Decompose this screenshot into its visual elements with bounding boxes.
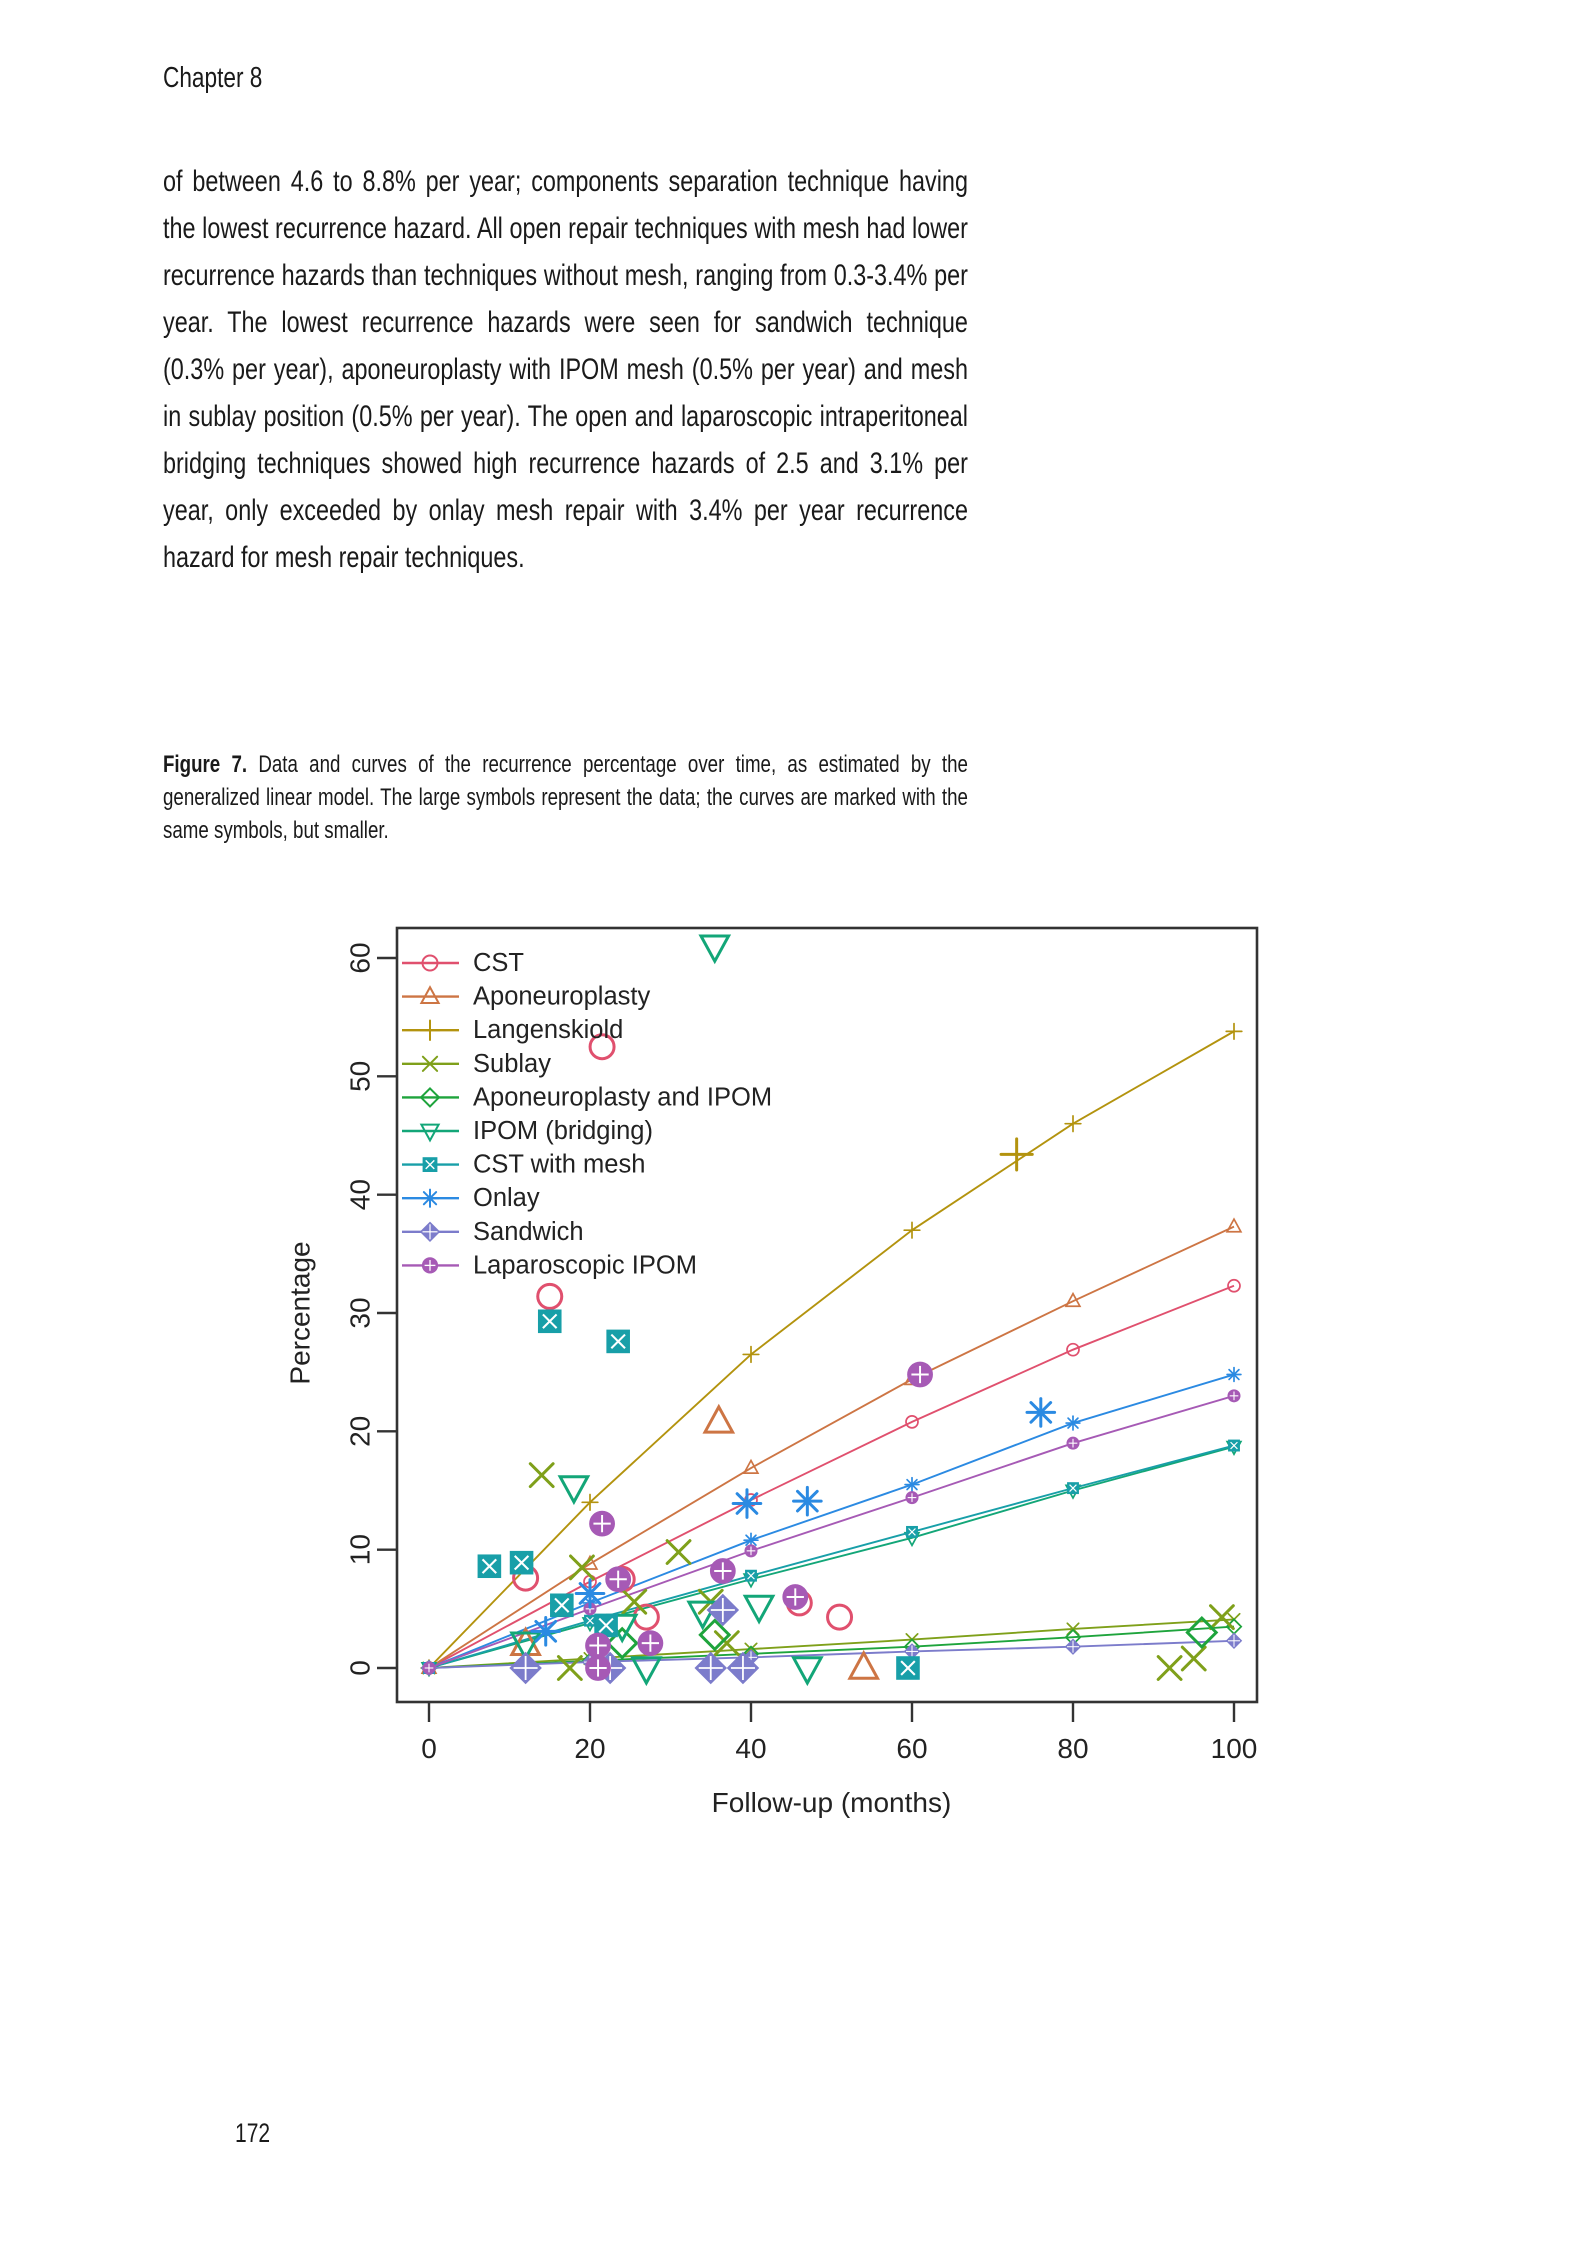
y-tick-label: 20 bbox=[345, 1416, 376, 1447]
legend-label: Sublay bbox=[473, 1050, 551, 1078]
y-axis-title: Percentage bbox=[285, 1241, 316, 1384]
data-aponeuroplasty bbox=[509, 1403, 881, 1680]
data-cst-with-mesh bbox=[477, 1309, 920, 1680]
legend-label: Aponeuroplasty bbox=[473, 983, 650, 1011]
y-tick-label: 10 bbox=[345, 1534, 376, 1565]
chapter-header: Chapter 8 bbox=[163, 62, 263, 94]
data-laparoscopic-ipom bbox=[585, 1361, 933, 1681]
legend-item-langenskiold: Langenskiold bbox=[402, 1016, 623, 1044]
legend-label: IPOM (bridging) bbox=[473, 1117, 653, 1145]
x-tick-label: 0 bbox=[421, 1733, 437, 1764]
figure7-chart: 0 20 40 60 80 100 Follow-up (months) 0 10 20 30 40 5… bbox=[285, 926, 1259, 1818]
legend-item-aponeuroplasty-and-ipom: Aponeuroplasty and IPOM bbox=[402, 1083, 772, 1111]
legend-label: CST bbox=[473, 949, 524, 977]
legend-item-cst-with-mesh: CST with mesh bbox=[402, 1151, 645, 1179]
page-number: 172 bbox=[235, 2118, 271, 2148]
legend-label: Aponeuroplasty and IPOM bbox=[473, 1083, 772, 1111]
legend-item-ipom-bridging-: IPOM (bridging) bbox=[402, 1117, 653, 1145]
data-onlay bbox=[530, 1397, 1057, 1647]
legend-item-onlay: Onlay bbox=[402, 1184, 540, 1212]
y-tick-label: 40 bbox=[345, 1179, 376, 1210]
figure-caption-label: Figure 7. bbox=[163, 751, 248, 778]
legend-item-sandwich: Sandwich bbox=[402, 1218, 584, 1246]
x-tick-label: 100 bbox=[1211, 1733, 1258, 1764]
x-axis: 0 20 40 60 80 100 Follow-up (months) bbox=[421, 1702, 1257, 1818]
plot-box bbox=[395, 926, 1259, 1704]
data-aponeuroplasty-and-ipom bbox=[605, 1615, 1219, 1660]
y-tick-label: 50 bbox=[345, 1061, 376, 1092]
legend-item-laparoscopic-ipom: Laparoscopic IPOM bbox=[402, 1251, 697, 1279]
curve-laparoscopic-ipom bbox=[422, 1389, 1241, 1675]
x-tick-label: 60 bbox=[896, 1733, 927, 1764]
x-tick-label: 20 bbox=[574, 1733, 605, 1764]
x-axis-title: Follow-up (months) bbox=[712, 1787, 952, 1818]
y-tick-label: 30 bbox=[345, 1297, 376, 1328]
data-langenskiold bbox=[999, 1137, 1034, 1172]
legend-item-cst: CST bbox=[402, 949, 524, 977]
legend-label: Sandwich bbox=[473, 1218, 584, 1246]
x-tick-label: 80 bbox=[1057, 1733, 1088, 1764]
figure-caption-text: Data and curves of the recurrence percen… bbox=[163, 751, 968, 844]
legend: CST Aponeuroplasty Langenskiold Sublay Apone… bbox=[402, 949, 772, 1279]
figure-caption: Figure 7. Data and curves of the recurre… bbox=[163, 748, 968, 847]
data-sublay bbox=[528, 1462, 1235, 1681]
legend-item-aponeuroplasty: Aponeuroplasty bbox=[402, 983, 650, 1011]
legend-label: Laparoscopic IPOM bbox=[473, 1251, 697, 1279]
y-tick-label: 0 bbox=[345, 1660, 376, 1676]
legend-label: Onlay bbox=[473, 1184, 540, 1212]
data-points bbox=[477, 934, 1235, 1687]
legend-item-sublay: Sublay bbox=[402, 1050, 551, 1078]
legend-label: Langenskiold bbox=[473, 1016, 623, 1044]
data-ipom-bridging- bbox=[509, 934, 824, 1687]
y-tick-label: 60 bbox=[345, 942, 376, 973]
body-paragraph: of between 4.6 to 8.8% per year; compone… bbox=[163, 165, 968, 574]
x-tick-label: 40 bbox=[735, 1733, 766, 1764]
curve-langenskiold bbox=[420, 1022, 1243, 1677]
y-axis: 0 10 20 30 40 50 60 Percentage bbox=[285, 942, 397, 1676]
legend-label: CST with mesh bbox=[473, 1151, 645, 1179]
